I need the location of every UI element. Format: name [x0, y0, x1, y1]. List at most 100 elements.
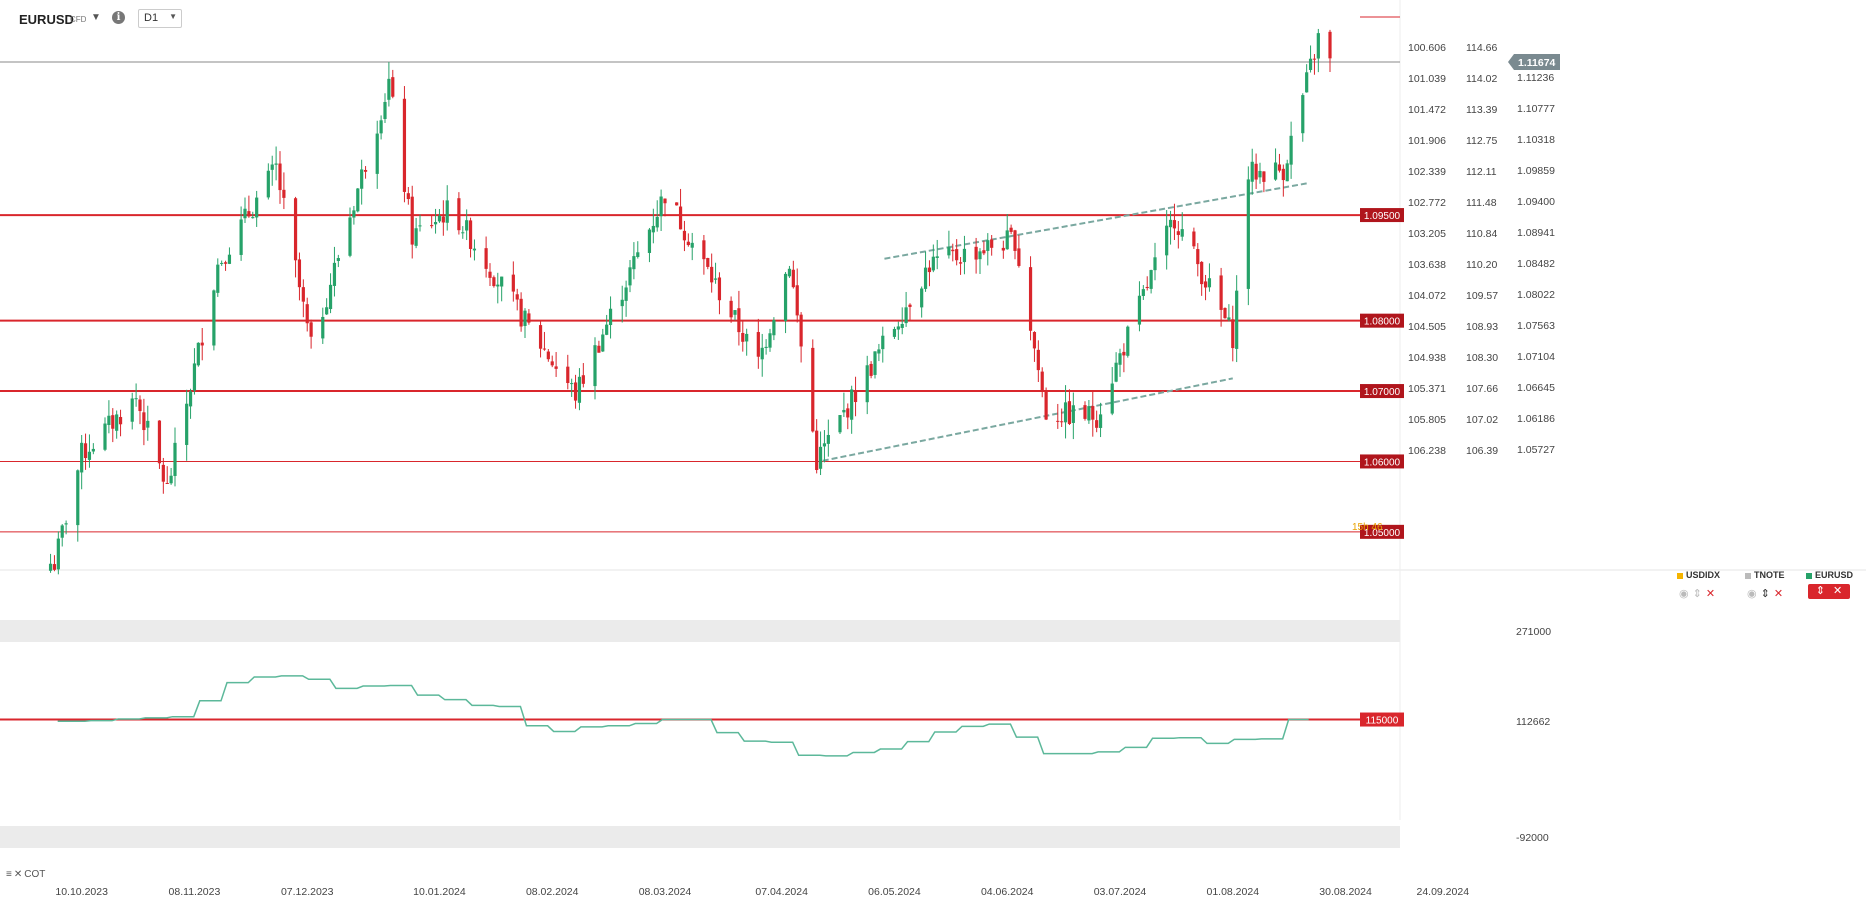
candle-body — [274, 163, 278, 165]
current-price-badge — [1508, 54, 1560, 71]
candle-body — [570, 383, 574, 385]
close-icon[interactable]: ✕ — [1773, 588, 1784, 600]
candle-body — [1126, 326, 1130, 356]
x-axis-date-label: 08.11.2023 — [169, 886, 221, 898]
candle-body — [1308, 58, 1313, 70]
legend-usdidx[interactable]: USDIDX — [1677, 570, 1720, 580]
legend-label: TNOTE — [1754, 570, 1785, 580]
eye-icon[interactable]: ◉ — [1747, 588, 1757, 600]
candle-body — [1091, 406, 1095, 420]
candle-body — [414, 228, 418, 246]
chart-toolbar: EURUSD CFD ▼ i D1 ▼ — [0, 0, 600, 36]
candle-body — [1141, 289, 1145, 296]
candle-body — [115, 414, 119, 431]
tnote-tick-label: 107.66 — [1466, 383, 1498, 395]
hamburger-icon[interactable]: ≡ — [6, 869, 12, 880]
candle-body — [282, 189, 286, 198]
candle-body — [325, 307, 329, 315]
eurusd-tick-label: 1.08482 — [1517, 258, 1555, 270]
candle-body — [1231, 319, 1235, 349]
up-down-arrows-icon[interactable]: ⇕ — [1815, 585, 1825, 597]
candle-body — [601, 334, 605, 352]
level-price-tag — [1360, 384, 1404, 399]
candle-body — [220, 262, 224, 264]
candle-body — [406, 193, 410, 200]
eye-icon[interactable]: ◉ — [1679, 588, 1689, 600]
cot-label: COT — [24, 869, 46, 880]
candle-body — [982, 250, 986, 254]
tnote-tick-label: 106.39 — [1466, 445, 1498, 457]
symbol-label[interactable]: EURUSD — [19, 12, 74, 27]
legend-label: USDIDX — [1686, 570, 1721, 580]
level-price-tag — [1360, 208, 1404, 223]
candle-body — [1207, 278, 1212, 288]
candle-body — [418, 225, 422, 227]
close-icon[interactable]: ✕ — [1705, 588, 1716, 600]
eurusd-tick-label: 1.06645 — [1517, 382, 1555, 394]
candle-body — [356, 188, 360, 212]
legend-tnote[interactable]: TNOTE — [1745, 570, 1785, 580]
eurusd-tick-label: 1.05727 — [1517, 444, 1555, 456]
candle-body — [192, 363, 197, 391]
level-price-label: 1.07000 — [1364, 387, 1401, 398]
candle-body — [974, 246, 978, 260]
tnote-tick-label: 112.11 — [1466, 166, 1497, 178]
candle-body — [608, 308, 613, 326]
candle-body — [1305, 72, 1309, 93]
candle-body — [488, 271, 492, 278]
candle-body — [484, 248, 488, 269]
legend-color-swatch — [1745, 572, 1751, 579]
candle-body — [185, 403, 189, 445]
candle-body — [157, 420, 162, 464]
candle-body — [472, 248, 477, 251]
up-down-arrows-icon[interactable]: ⇕ — [1760, 588, 1770, 600]
usdidx-tick-label: 103.638 — [1408, 259, 1446, 271]
cot-axis-tick: 271000 — [1516, 626, 1551, 638]
candle-body — [538, 325, 543, 349]
candle-body — [278, 163, 282, 191]
info-icon[interactable]: i — [112, 11, 125, 24]
candle-body — [223, 262, 228, 264]
candle-body — [461, 232, 465, 234]
candle-body — [305, 304, 309, 324]
candle-body — [1110, 383, 1114, 414]
candle-body — [1258, 170, 1262, 178]
candle-body — [1180, 229, 1184, 237]
candle-body — [1083, 405, 1087, 419]
candle-body — [1200, 261, 1204, 285]
candle-body — [733, 310, 737, 315]
candle-body — [91, 448, 95, 452]
candle-body — [636, 252, 640, 257]
candle-body — [842, 409, 846, 413]
legend-eurusd[interactable]: EURUSD — [1806, 570, 1853, 580]
tnote-tick-label: 110.20 — [1466, 259, 1497, 271]
timeframe-select[interactable]: D1 ▼ — [138, 9, 182, 28]
tnote-tick-label: 114.66 — [1466, 42, 1497, 54]
candle-body — [352, 210, 356, 218]
up-down-arrows-icon[interactable]: ⇕ — [1692, 588, 1702, 600]
candle-body — [581, 375, 585, 384]
x-axis-date-label: 07.04.2024 — [755, 886, 808, 898]
candle-body — [293, 198, 298, 261]
candle-body — [169, 475, 173, 484]
candle-body — [1118, 353, 1122, 365]
caret-down-icon[interactable]: ▼ — [91, 12, 101, 23]
candle-body — [1289, 135, 1293, 165]
candle-body — [297, 259, 302, 288]
candle-body — [593, 345, 597, 387]
candle-body — [955, 249, 959, 261]
close-icon[interactable]: ✕ — [13, 869, 23, 880]
candle-body — [433, 221, 438, 225]
candle-body — [554, 366, 558, 369]
tnote-controls: ◉ ⇕ ✕ — [1747, 587, 1787, 600]
close-icon[interactable]: ✕ — [1833, 585, 1843, 597]
candle-body — [865, 365, 869, 403]
candle-body — [850, 389, 854, 420]
candle-body — [632, 256, 636, 270]
candle-body — [799, 314, 803, 347]
candle-body — [437, 215, 442, 222]
candle-body — [873, 351, 877, 375]
usdidx-tick-label: 104.505 — [1408, 321, 1446, 333]
candle-body — [920, 288, 924, 308]
